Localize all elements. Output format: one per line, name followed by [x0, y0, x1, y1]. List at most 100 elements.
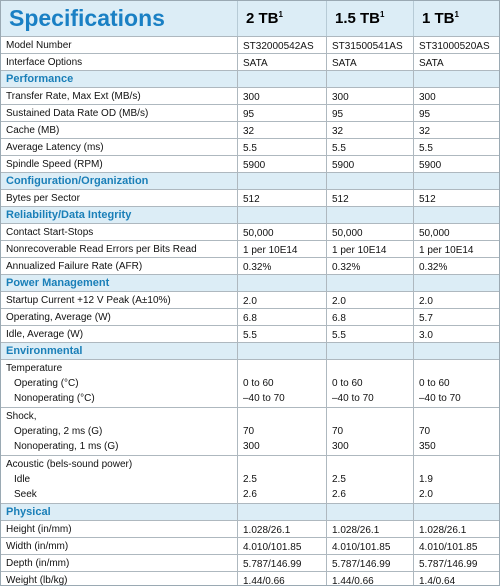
data-row: Contact Start-Stops 50,000 50,000 50,000: [1, 224, 499, 241]
row-label: Height (in/mm): [1, 521, 238, 537]
sub-label: Operating (°C): [14, 378, 79, 389]
value-cell: 0 to 60 –40 to 70: [238, 360, 327, 407]
value: 0.32%: [419, 262, 448, 273]
value: 5.5: [238, 139, 327, 155]
spacer: [332, 457, 408, 472]
value: 300: [243, 441, 260, 452]
row-label: Bytes per Sector: [1, 190, 238, 206]
value: 1.44/0.66: [238, 572, 327, 585]
section-fill: [414, 173, 499, 189]
value: 1.028/26.1: [238, 521, 327, 537]
row-label: Shock, Operating, 2 ms (G) Nonoperating, 1…: [1, 408, 238, 455]
column-label: 1 TB: [422, 10, 455, 27]
value: 1.028/26.1: [327, 521, 414, 537]
value: 300: [238, 88, 327, 104]
footnote-mark: 1: [278, 10, 283, 19]
row-label: Cache (MB): [1, 122, 238, 138]
section-fill: [327, 207, 414, 223]
row-label: Width (in/mm): [1, 538, 238, 554]
section-fill: [238, 207, 327, 223]
group-row: Temperature Operating (°C) Nonoperating (°…: [1, 360, 499, 408]
value: 0.32%: [238, 258, 327, 274]
row-label: Weight (lb/kg): [1, 572, 238, 585]
value: 1.4/0.64: [419, 576, 456, 586]
row-label: Startup Current +12 V Peak (A±10%): [1, 292, 238, 308]
spacer: [419, 361, 494, 376]
spacer: [243, 457, 321, 472]
spacer: [243, 361, 321, 376]
value: 70: [419, 426, 431, 437]
value: 4.010/101.85: [419, 542, 478, 553]
value: 5.7: [419, 313, 433, 324]
section-fill: [414, 275, 499, 291]
column-label-wrap: 1.5 TB1: [335, 10, 408, 27]
value-cell: 1.9 2.0: [414, 456, 499, 503]
sub-label: Operating, 2 ms (G): [14, 426, 103, 437]
data-row: Model Number ST32000542AS ST31500541AS ST31…: [1, 37, 499, 54]
row-label: Nonrecoverable Read Errors per Bits Read: [1, 241, 238, 257]
value: 70: [332, 426, 344, 437]
value: 1.9: [419, 474, 433, 485]
row-label: Contact Start-Stops: [1, 224, 238, 240]
row-label: Temperature Operating (°C) Nonoperating (°…: [1, 360, 238, 407]
value: ST31500541AS: [327, 37, 414, 53]
value: 512: [327, 190, 414, 206]
value: 32: [419, 126, 431, 137]
value: 95: [327, 105, 414, 121]
section-row: Reliability/Data Integrity: [1, 207, 499, 224]
section-fill: [238, 504, 327, 520]
value: 5.787/146.99: [419, 559, 478, 570]
column-label: 2 TB: [246, 10, 279, 27]
data-row: Startup Current +12 V Peak (A±10%) 2.0 2.0…: [1, 292, 499, 309]
value-cell: 0 to 60 –40 to 70: [327, 360, 414, 407]
value: SATA: [238, 54, 327, 70]
spacer: [419, 457, 494, 472]
row-label: Acoustic (bels-sound power) Idle Seek: [1, 456, 238, 503]
spacer: [332, 409, 408, 424]
value: 0 to 60: [419, 378, 450, 389]
value: 2.0: [238, 292, 327, 308]
value: 350: [419, 441, 436, 452]
section-title: Power Management: [1, 275, 238, 291]
value: 2.5: [332, 474, 346, 485]
value: 5.5: [327, 139, 414, 155]
value: 5.5: [238, 326, 327, 342]
value: 5.5: [419, 143, 433, 154]
value: 2.6: [332, 489, 346, 500]
section-title: Reliability/Data Integrity: [1, 207, 238, 223]
value: 300: [332, 441, 349, 452]
section-fill: [238, 343, 327, 359]
value: 300: [419, 92, 436, 103]
value: 5.5: [327, 326, 414, 342]
data-row: Spindle Speed (RPM) 5900 5900 5900: [1, 156, 499, 173]
value: 0.32%: [327, 258, 414, 274]
data-row: Average Latency (ms) 5.5 5.5 5.5: [1, 139, 499, 156]
value: 300: [327, 88, 414, 104]
value: 95: [419, 109, 431, 120]
column-header: 2 TB1: [238, 1, 327, 36]
row-label: Transfer Rate, Max Ext (MB/s): [1, 88, 238, 104]
data-row: Interface Options SATA SATA SATA: [1, 54, 499, 71]
value: 1 per 10E14: [327, 241, 414, 257]
group-label: Shock,: [6, 411, 37, 422]
value: 5.787/146.99: [238, 555, 327, 571]
row-label: Model Number: [1, 37, 238, 53]
value: 2.6: [243, 489, 257, 500]
value: 32: [238, 122, 327, 138]
value: 5900: [327, 156, 414, 172]
row-label: Interface Options: [1, 54, 238, 70]
value: 70: [243, 426, 255, 437]
sub-label: Nonoperating (°C): [14, 393, 95, 404]
section-title: Performance: [1, 71, 238, 87]
row-label: Average Latency (ms): [1, 139, 238, 155]
section-fill: [414, 504, 499, 520]
group-row: Acoustic (bels-sound power) Idle Seek 2.5 2.…: [1, 456, 499, 504]
column-label-wrap: 1 TB1: [422, 10, 494, 27]
section-row: Power Management: [1, 275, 499, 292]
row-label: Depth (in/mm): [1, 555, 238, 571]
value: 512: [238, 190, 327, 206]
row-label: Spindle Speed (RPM): [1, 156, 238, 172]
footnote-mark: 1: [454, 10, 459, 19]
section-fill: [414, 343, 499, 359]
